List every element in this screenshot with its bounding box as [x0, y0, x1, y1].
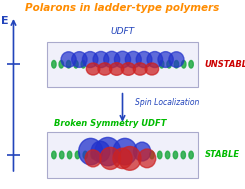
Ellipse shape [72, 52, 87, 67]
Bar [47, 132, 198, 178]
Ellipse shape [98, 63, 112, 75]
Ellipse shape [113, 138, 137, 165]
Bar [47, 42, 198, 87]
Ellipse shape [165, 151, 170, 159]
Ellipse shape [52, 151, 56, 159]
Ellipse shape [147, 52, 163, 67]
Ellipse shape [52, 60, 56, 68]
Ellipse shape [189, 151, 193, 159]
Ellipse shape [110, 63, 124, 75]
Ellipse shape [74, 60, 78, 68]
Text: Polarons in ladder-type polymers: Polarons in ladder-type polymers [25, 3, 220, 13]
Ellipse shape [150, 151, 154, 159]
Ellipse shape [113, 148, 132, 169]
Ellipse shape [133, 63, 147, 75]
Ellipse shape [158, 52, 173, 67]
Ellipse shape [145, 63, 159, 75]
Text: Spin Localization: Spin Localization [135, 98, 199, 107]
Text: UDFT: UDFT [110, 27, 135, 36]
Ellipse shape [59, 60, 63, 68]
Ellipse shape [60, 151, 64, 159]
Text: E: E [1, 16, 9, 26]
Text: STABLE: STABLE [205, 150, 240, 160]
Text: Broken Symmetry UDFT: Broken Symmetry UDFT [54, 119, 167, 128]
Ellipse shape [91, 141, 110, 162]
Ellipse shape [174, 60, 179, 68]
Ellipse shape [169, 52, 184, 67]
Ellipse shape [158, 151, 162, 159]
Ellipse shape [81, 60, 86, 68]
Ellipse shape [136, 51, 152, 68]
Ellipse shape [61, 52, 76, 67]
Ellipse shape [159, 60, 164, 68]
Ellipse shape [67, 151, 72, 159]
Ellipse shape [125, 51, 141, 68]
Ellipse shape [189, 60, 193, 68]
Ellipse shape [167, 60, 171, 68]
Ellipse shape [85, 150, 101, 167]
Ellipse shape [121, 63, 135, 75]
Ellipse shape [182, 60, 186, 68]
Ellipse shape [91, 151, 95, 159]
Ellipse shape [181, 151, 185, 159]
Text: UNSTABLE: UNSTABLE [205, 60, 245, 69]
Ellipse shape [104, 51, 120, 68]
Ellipse shape [79, 138, 103, 165]
Ellipse shape [75, 151, 80, 159]
Ellipse shape [138, 149, 156, 168]
Ellipse shape [83, 151, 87, 159]
Ellipse shape [173, 151, 178, 159]
Ellipse shape [100, 147, 121, 169]
Ellipse shape [86, 63, 100, 75]
Ellipse shape [66, 60, 71, 68]
Ellipse shape [134, 142, 151, 161]
Ellipse shape [82, 52, 98, 67]
Ellipse shape [95, 137, 121, 166]
Ellipse shape [114, 51, 131, 68]
Ellipse shape [119, 146, 141, 170]
Ellipse shape [93, 51, 109, 68]
